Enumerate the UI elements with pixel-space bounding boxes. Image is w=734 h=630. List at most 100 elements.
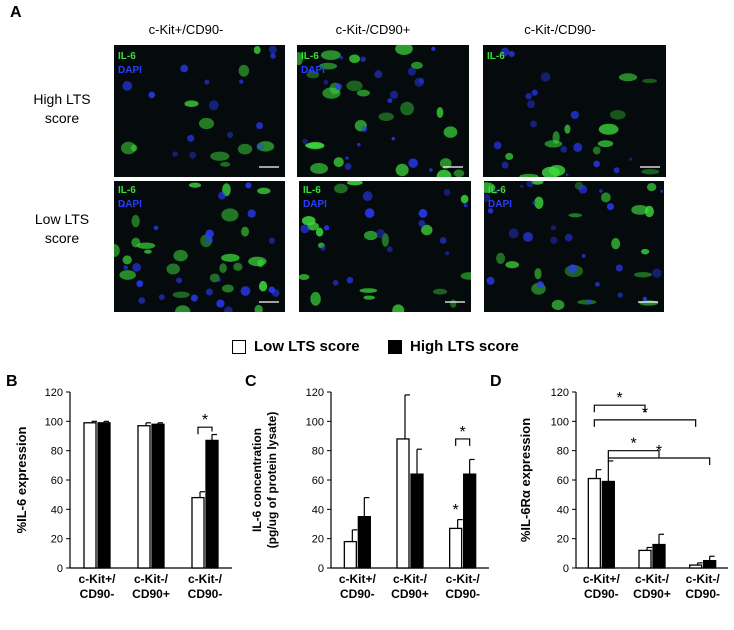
dapi-text: DAPI bbox=[488, 199, 512, 210]
x-category-label-line2: CD90- bbox=[685, 587, 720, 601]
il6-cell bbox=[631, 204, 649, 215]
x-category-label-line2: CD90- bbox=[80, 587, 115, 601]
dapi-nucleus bbox=[531, 200, 536, 205]
il6-cell bbox=[568, 213, 583, 218]
il6-cell bbox=[307, 222, 320, 231]
il6-cell bbox=[310, 163, 328, 174]
dapi-stain-label: DAPI bbox=[118, 65, 142, 77]
il6-text: IL-6 bbox=[118, 51, 136, 62]
bar-low-lts bbox=[449, 527, 463, 569]
il6-cell bbox=[541, 166, 560, 177]
il6-cell bbox=[609, 109, 626, 120]
dapi-nucleus bbox=[407, 67, 417, 76]
y-tick-label: 60 bbox=[312, 475, 324, 487]
row-header-low-line2: score bbox=[44, 230, 80, 246]
y-tick-label: 40 bbox=[312, 504, 324, 516]
dapi-nucleus bbox=[226, 131, 234, 139]
il6-cell bbox=[449, 299, 457, 308]
x-category-label-line2: CD90- bbox=[188, 587, 223, 601]
dapi-nucleus bbox=[376, 229, 386, 239]
y-tick-label: 100 bbox=[45, 416, 63, 428]
il6-cell bbox=[564, 124, 571, 134]
dapi-nucleus bbox=[172, 151, 178, 157]
significance-star: * bbox=[642, 405, 648, 422]
dapi-nucleus bbox=[364, 208, 375, 218]
bar-high-lts bbox=[151, 423, 165, 569]
dapi-nucleus bbox=[268, 237, 275, 244]
x-category-label-line1: c-Kit+/ bbox=[583, 572, 621, 586]
bar-low-lts bbox=[343, 540, 357, 569]
dapi-nucleus bbox=[523, 231, 533, 242]
row-header-low-line1: Low LTS bbox=[34, 211, 90, 227]
x-category-label-line1: c-Kit-/ bbox=[393, 572, 428, 586]
il6-cell bbox=[505, 152, 514, 160]
dapi-nucleus bbox=[218, 191, 226, 200]
dapi-nucleus bbox=[374, 70, 383, 79]
il6-cell bbox=[304, 142, 324, 149]
dapi-nucleus bbox=[578, 184, 588, 194]
bar-low-lts bbox=[137, 425, 151, 569]
il6-cell bbox=[644, 205, 654, 218]
micrograph-high-double-neg: IL-6 bbox=[483, 45, 666, 177]
micrograph-low-ckit-pos: IL-6 DAPI bbox=[114, 181, 285, 312]
il6-cell bbox=[519, 173, 539, 177]
dapi-nucleus bbox=[360, 56, 366, 62]
x-category-label-line2: CD90+ bbox=[633, 587, 671, 601]
il6-cell bbox=[484, 182, 496, 193]
dapi-nucleus bbox=[615, 264, 623, 272]
dapi-nucleus bbox=[484, 193, 491, 202]
dapi-nucleus bbox=[439, 237, 447, 244]
column-header-ckit-pos: c-Kit+/CD90- bbox=[148, 22, 224, 37]
il6-cell bbox=[443, 126, 458, 138]
dapi-nucleus bbox=[487, 208, 494, 214]
il6-cell bbox=[166, 263, 180, 275]
dapi-nucleus bbox=[132, 263, 141, 272]
il6-cell bbox=[577, 299, 597, 305]
legend-label-high: High LTS score bbox=[410, 338, 519, 355]
il6-stain-label: IL-6 bbox=[488, 185, 506, 197]
il6-cell bbox=[641, 168, 660, 175]
il6-cell bbox=[297, 52, 303, 66]
il6-cell bbox=[136, 242, 156, 249]
dapi-nucleus bbox=[216, 277, 221, 282]
bar-low-lts bbox=[396, 438, 410, 569]
dapi-nucleus bbox=[189, 151, 197, 159]
dapi-nucleus bbox=[344, 163, 352, 171]
y-tick-label: 100 bbox=[306, 416, 324, 428]
il6-cell bbox=[257, 187, 271, 195]
y-tick-label: 60 bbox=[557, 475, 569, 487]
micrograph-low-cd90-pos: IL-6 DAPI bbox=[299, 181, 471, 312]
dapi-nucleus bbox=[238, 79, 244, 84]
bar-low-lts bbox=[83, 422, 97, 569]
il6-cell bbox=[254, 304, 263, 312]
dapi-nucleus bbox=[660, 189, 664, 193]
dapi-stain-label: DAPI bbox=[303, 199, 327, 211]
bar-chart-b: B%IL-6 expression020406080100120c-Kit+/C… bbox=[6, 373, 232, 601]
il6-text: IL-6 bbox=[487, 51, 505, 62]
x-category-label-line1: c-Kit+/ bbox=[78, 572, 116, 586]
significance-bracket bbox=[455, 438, 471, 446]
il6-cell bbox=[363, 230, 378, 241]
y-axis-label: %IL-6 expression bbox=[14, 426, 29, 533]
dapi-nucleus bbox=[526, 100, 536, 109]
il6-cell bbox=[432, 288, 448, 295]
dapi-nucleus bbox=[302, 138, 308, 145]
dapi-text: DAPI bbox=[118, 199, 142, 210]
dapi-nucleus bbox=[270, 53, 276, 59]
dapi-nucleus bbox=[158, 294, 165, 301]
dapi-nucleus bbox=[122, 81, 133, 91]
il6-cell bbox=[611, 238, 621, 250]
significance-bracket bbox=[607, 457, 711, 465]
dapi-nucleus bbox=[205, 288, 213, 296]
y-tick-label: 0 bbox=[563, 563, 569, 575]
y-tick-label: 20 bbox=[51, 534, 63, 546]
dapi-nucleus bbox=[536, 280, 545, 289]
dapi-nucleus bbox=[224, 306, 233, 312]
y-axis-label-line1: IL-6 concentration bbox=[250, 428, 264, 532]
dapi-nucleus bbox=[205, 236, 214, 245]
significance-star: * bbox=[617, 390, 623, 407]
bar-chart-c: C IL-6 concentration (pg/ug of protein lys… bbox=[245, 373, 489, 601]
il6-cell bbox=[460, 272, 471, 280]
il6-cell bbox=[421, 224, 433, 236]
dapi-nucleus bbox=[245, 182, 252, 189]
